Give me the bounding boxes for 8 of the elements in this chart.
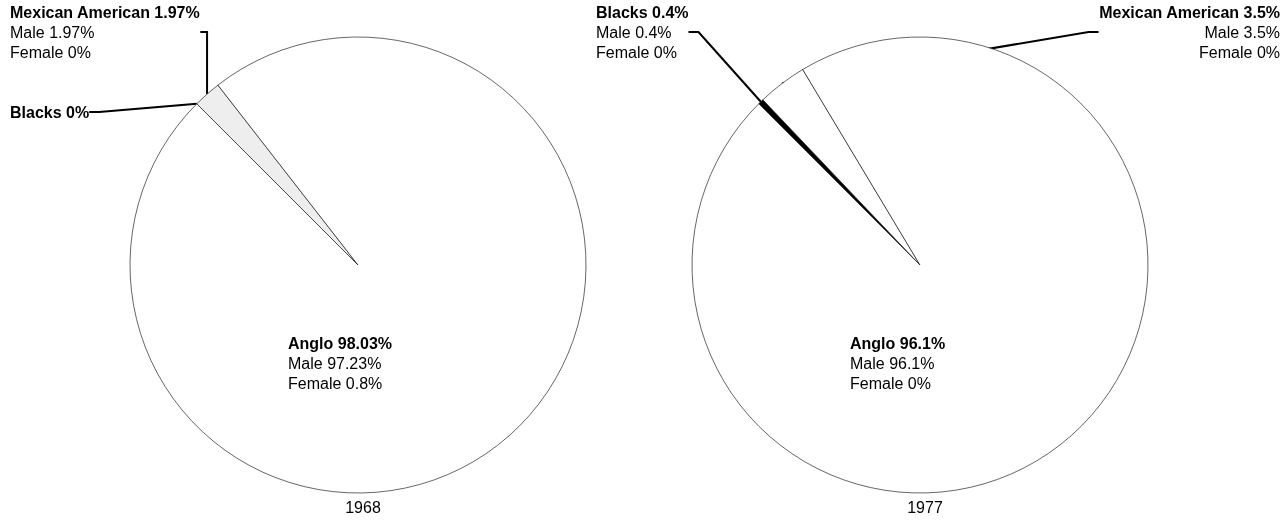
slice-label: Mexican American 1.97% Male 1.97% Female 0% xyxy=(10,3,200,61)
text: 1977 xyxy=(907,498,943,516)
slice-label: Anglo 98.03% Male 97.23% Female 0.8% xyxy=(288,334,393,392)
slice-label: Mexican American 3.5% Male 3.5% Female 0% xyxy=(1099,3,1280,61)
text: 1968 xyxy=(345,498,381,516)
slice-label: Anglo 96.1% Male 96.1% Female 0% xyxy=(850,334,946,392)
category-label: Blacks 0% xyxy=(10,103,90,121)
slice-label: Blacks 0.4% Male 0.4% Female 0% xyxy=(596,3,689,61)
